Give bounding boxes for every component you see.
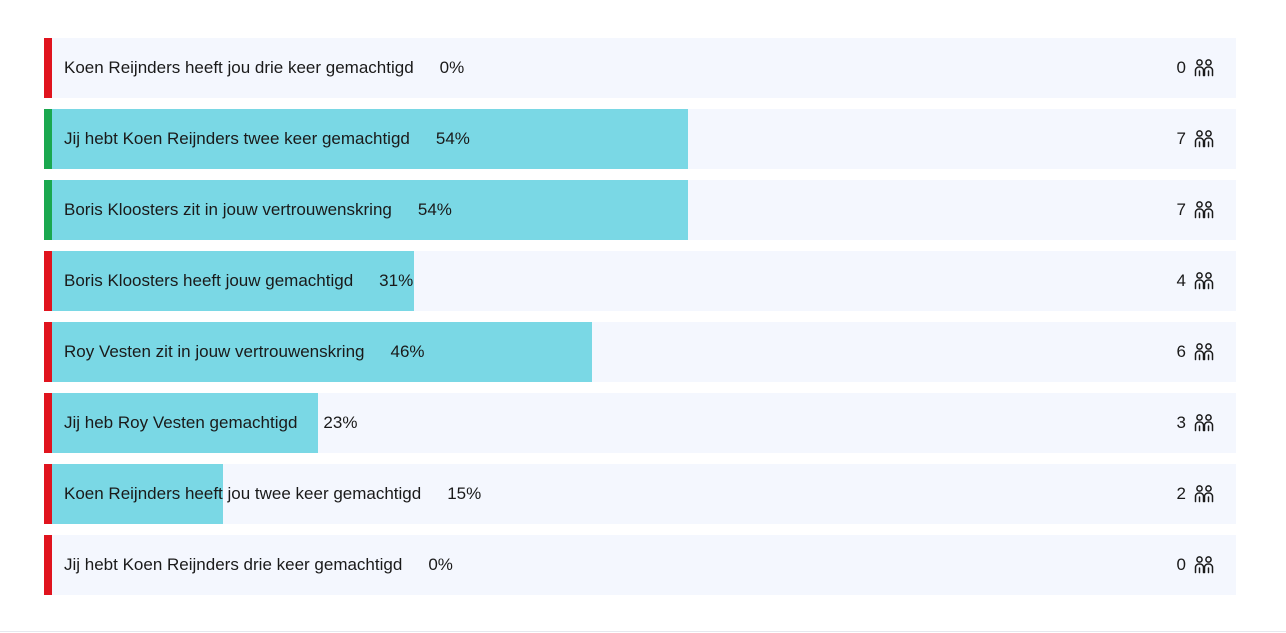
vote-count-group: 0 <box>1177 38 1214 98</box>
status-bar <box>44 535 52 595</box>
poll-option[interactable]: Jij hebt Koen Reijnders twee keer gemach… <box>44 109 1236 169</box>
option-percentage: 0% <box>428 555 453 574</box>
poll-option[interactable]: Jij heb Roy Vesten gemachtigd 23% 3 <box>44 393 1236 453</box>
status-bar <box>44 251 52 311</box>
people-icon <box>1194 129 1214 149</box>
vote-count-group: 4 <box>1177 251 1214 311</box>
vote-count-group: 6 <box>1177 322 1214 382</box>
result-fill <box>44 393 319 453</box>
result-fill <box>44 464 223 524</box>
people-icon <box>1194 413 1214 433</box>
vote-count: 7 <box>1176 129 1186 148</box>
status-bar <box>44 322 52 382</box>
result-fill <box>44 322 593 382</box>
poll-option[interactable]: Jij hebt Koen Reijnders drie keer gemach… <box>44 535 1236 595</box>
status-bar <box>44 464 52 524</box>
vote-count-group: 3 <box>1177 393 1214 453</box>
poll-option[interactable]: Roy Vesten zit in jouw vertrouwenskring … <box>44 322 1236 382</box>
option-label: Boris Kloosters heeft jouw gemachtigd <box>64 271 354 290</box>
vote-count-group: 2 <box>1177 464 1214 524</box>
option-percentage: 54% <box>435 129 470 148</box>
vote-count: 2 <box>1176 484 1186 503</box>
status-bar <box>44 38 52 98</box>
vote-count: 4 <box>1176 271 1186 290</box>
option-percentage: 15% <box>447 484 482 503</box>
people-icon <box>1194 271 1214 291</box>
option-label: Jij hebt Koen Reijnders drie keer gemach… <box>64 555 403 574</box>
option-label: Koen Reijnders heeft jou drie keer gemac… <box>64 58 414 77</box>
vote-count: 0 <box>1176 58 1186 77</box>
bottom-divider <box>0 631 1286 632</box>
vote-count: 0 <box>1176 555 1186 574</box>
option-label: Jij heb Roy Vesten gemachtigd <box>64 413 298 432</box>
option-percentage: 0% <box>439 58 465 77</box>
vote-count: 3 <box>1176 413 1186 432</box>
status-bar <box>44 109 52 169</box>
vote-count-group: 0 <box>1177 535 1214 595</box>
vote-count-group: 7 <box>1177 109 1214 169</box>
result-fill <box>44 180 688 240</box>
option-label: Roy Vesten zit in jouw vertrouwenskring <box>64 342 365 361</box>
result-fill <box>44 251 414 311</box>
people-icon <box>1194 200 1214 220</box>
vote-count: 6 <box>1176 342 1186 361</box>
people-icon <box>1194 342 1214 362</box>
people-icon <box>1194 555 1214 575</box>
people-icon <box>1194 484 1214 504</box>
option-percentage: 54% <box>417 200 452 219</box>
vote-count-group: 7 <box>1177 180 1214 240</box>
status-bar <box>44 393 52 453</box>
poll-options-list: Koen Reijnders heeft jou drie keer gemac… <box>44 38 1236 606</box>
option-percentage: 31% <box>379 271 414 290</box>
option-label: Jij hebt Koen Reijnders twee keer gemach… <box>64 129 410 148</box>
option-percentage: 23% <box>323 413 358 432</box>
option-label: Koen Reijnders heeft jou twee keer gemac… <box>64 484 422 503</box>
poll-option[interactable]: Koen Reijnders heeft jou twee keer gemac… <box>44 464 1236 524</box>
status-bar <box>44 180 52 240</box>
poll-option[interactable]: Boris Kloosters heeft jouw gemachtigd 31… <box>44 251 1236 311</box>
poll-option[interactable]: Koen Reijnders heeft jou drie keer gemac… <box>44 38 1236 98</box>
vote-count: 7 <box>1176 200 1186 219</box>
option-label: Boris Kloosters zit in jouw vertrouwensk… <box>64 200 392 219</box>
result-fill <box>44 109 688 169</box>
people-icon <box>1194 58 1214 78</box>
poll-option[interactable]: Boris Kloosters zit in jouw vertrouwensk… <box>44 180 1236 240</box>
option-percentage: 46% <box>390 342 425 361</box>
